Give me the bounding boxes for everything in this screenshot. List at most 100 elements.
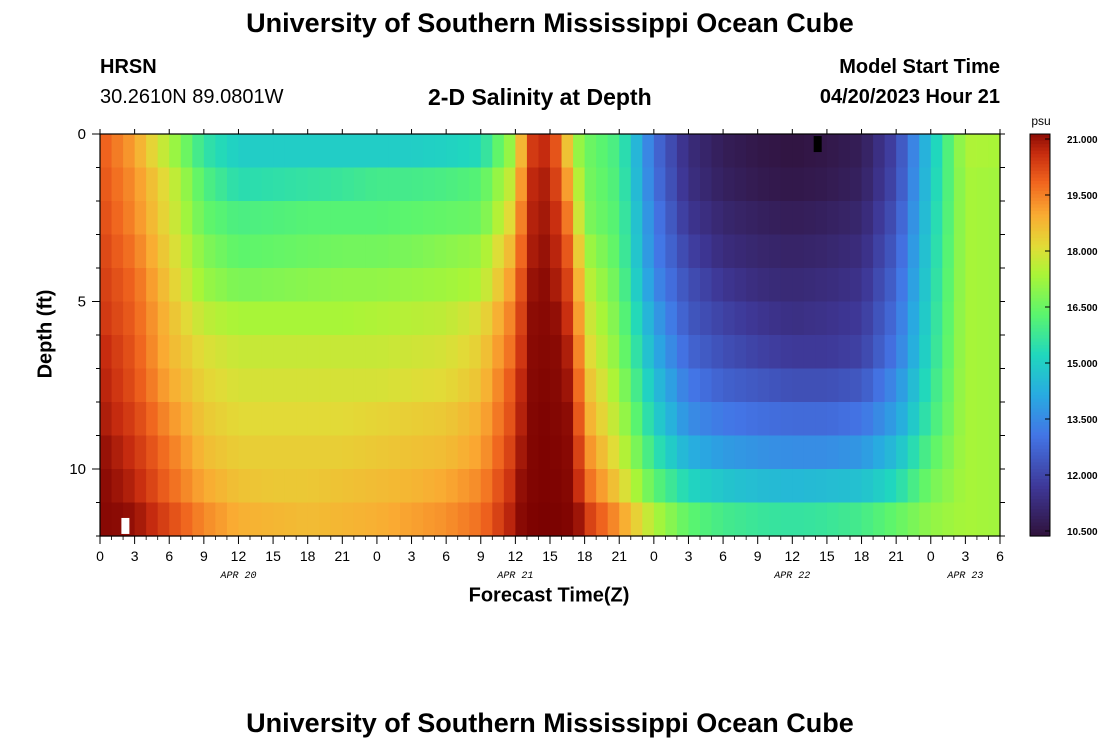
heatmap-cell [388, 402, 401, 437]
x-tick-label: 12 [508, 548, 524, 564]
heatmap-cell [480, 502, 493, 537]
colorbar-segment [1030, 438, 1050, 443]
colorbar-segment [1030, 388, 1050, 393]
heatmap-cell [746, 301, 759, 336]
heatmap-cell [376, 435, 390, 470]
colorbar-segment [1030, 284, 1050, 289]
heatmap-cell [226, 435, 240, 470]
colorbar-segment [1030, 221, 1050, 226]
heatmap-cell [342, 167, 355, 202]
heatmap-cell [642, 234, 655, 269]
colorbar-tick-label: 12.000 [1067, 471, 1098, 482]
heatmap-cell [503, 134, 516, 169]
heatmap-cell [284, 435, 297, 470]
heatmap-cell [711, 167, 724, 202]
heatmap-cell [192, 335, 205, 370]
heatmap-cell [330, 502, 343, 537]
colorbar-segment [1030, 391, 1050, 396]
heatmap-cell [850, 301, 863, 336]
heatmap-cell [100, 435, 113, 470]
heatmap-cell [503, 368, 516, 403]
heatmap-cell [319, 234, 332, 269]
heatmap-cell [665, 435, 678, 470]
colorbar-segment [1030, 345, 1050, 349]
colorbar-unit: psu [1031, 114, 1050, 128]
heatmap-cell [607, 402, 620, 437]
heatmap-cell [665, 167, 678, 202]
colorbar-segment [1030, 519, 1050, 524]
heatmap-cell [619, 502, 632, 537]
heatmap-cell [596, 201, 609, 236]
heatmap-cell [988, 301, 1001, 336]
heatmap-cell [469, 435, 482, 470]
heatmap-cell [676, 502, 690, 537]
heatmap-cell [942, 201, 955, 236]
heatmap-cell [307, 368, 320, 403]
colorbar-segment [1030, 201, 1050, 205]
heatmap-cell [365, 167, 378, 202]
heatmap-cell [792, 268, 805, 303]
heatmap-cell [111, 335, 124, 370]
heatmap-cell [480, 234, 493, 269]
heatmap-cell [653, 301, 666, 336]
heatmap-cell [446, 167, 459, 202]
heatmap-cell [100, 268, 113, 303]
heatmap-cell [180, 469, 193, 504]
heatmap-cell [573, 402, 586, 437]
heatmap-cell [884, 335, 897, 370]
heatmap-cell [815, 402, 828, 437]
colorbar-segment [1030, 301, 1050, 306]
heatmap-cell [769, 469, 782, 504]
heatmap-cell [769, 134, 782, 169]
heatmap-cell [803, 167, 816, 202]
station-name: HRSN [100, 56, 157, 78]
heatmap-cell [792, 502, 805, 537]
heatmap-cell [630, 402, 643, 437]
heatmap-cell [250, 435, 263, 470]
colorbar-segment [1030, 405, 1050, 410]
heatmap-cell [861, 402, 874, 437]
heatmap-cell [630, 201, 643, 236]
heatmap-cell [192, 167, 205, 202]
heatmap-cell [203, 201, 216, 236]
heatmap-cell [365, 469, 378, 504]
heatmap-cell [596, 234, 609, 269]
heatmap-cell [965, 469, 978, 504]
heatmap-cell [919, 268, 932, 303]
heatmap-cell [134, 167, 147, 202]
heatmap-cell [976, 301, 990, 336]
heatmap-cell [584, 335, 597, 370]
heatmap-cell [584, 502, 597, 537]
colorbar-segment [1030, 144, 1050, 148]
heatmap-cell [988, 469, 1001, 504]
colorbar-segment [1030, 452, 1050, 457]
heatmap-cell [988, 335, 1001, 370]
x-tick-label: 15 [265, 548, 281, 564]
heatmap-cell [342, 368, 355, 403]
heatmap-cell [780, 201, 793, 236]
heatmap-cell [307, 335, 320, 370]
heatmap-cell [676, 402, 690, 437]
heatmap-cell [469, 335, 482, 370]
heatmap-cell [757, 201, 770, 236]
heatmap-cell [526, 402, 540, 437]
heatmap-cell [446, 268, 459, 303]
heatmap-cell [757, 268, 770, 303]
heatmap-cell [411, 301, 424, 336]
heatmap-cell [238, 201, 251, 236]
heatmap-cell [446, 134, 459, 169]
colorbar-segment [1030, 268, 1050, 272]
heatmap-cell [734, 502, 747, 537]
heatmap-cell [261, 402, 274, 437]
heatmap-cell [319, 301, 332, 336]
heatmap-cell [942, 167, 955, 202]
heatmap-cell [423, 335, 436, 370]
heatmap-cell [723, 402, 736, 437]
heatmap-cell [492, 134, 505, 169]
heatmap-cell [538, 234, 551, 269]
heatmap-cell [803, 502, 816, 537]
heatmap-cell [642, 268, 655, 303]
heatmap-cell [607, 335, 620, 370]
heatmap-cell [192, 502, 205, 537]
heatmap-cell [319, 167, 332, 202]
